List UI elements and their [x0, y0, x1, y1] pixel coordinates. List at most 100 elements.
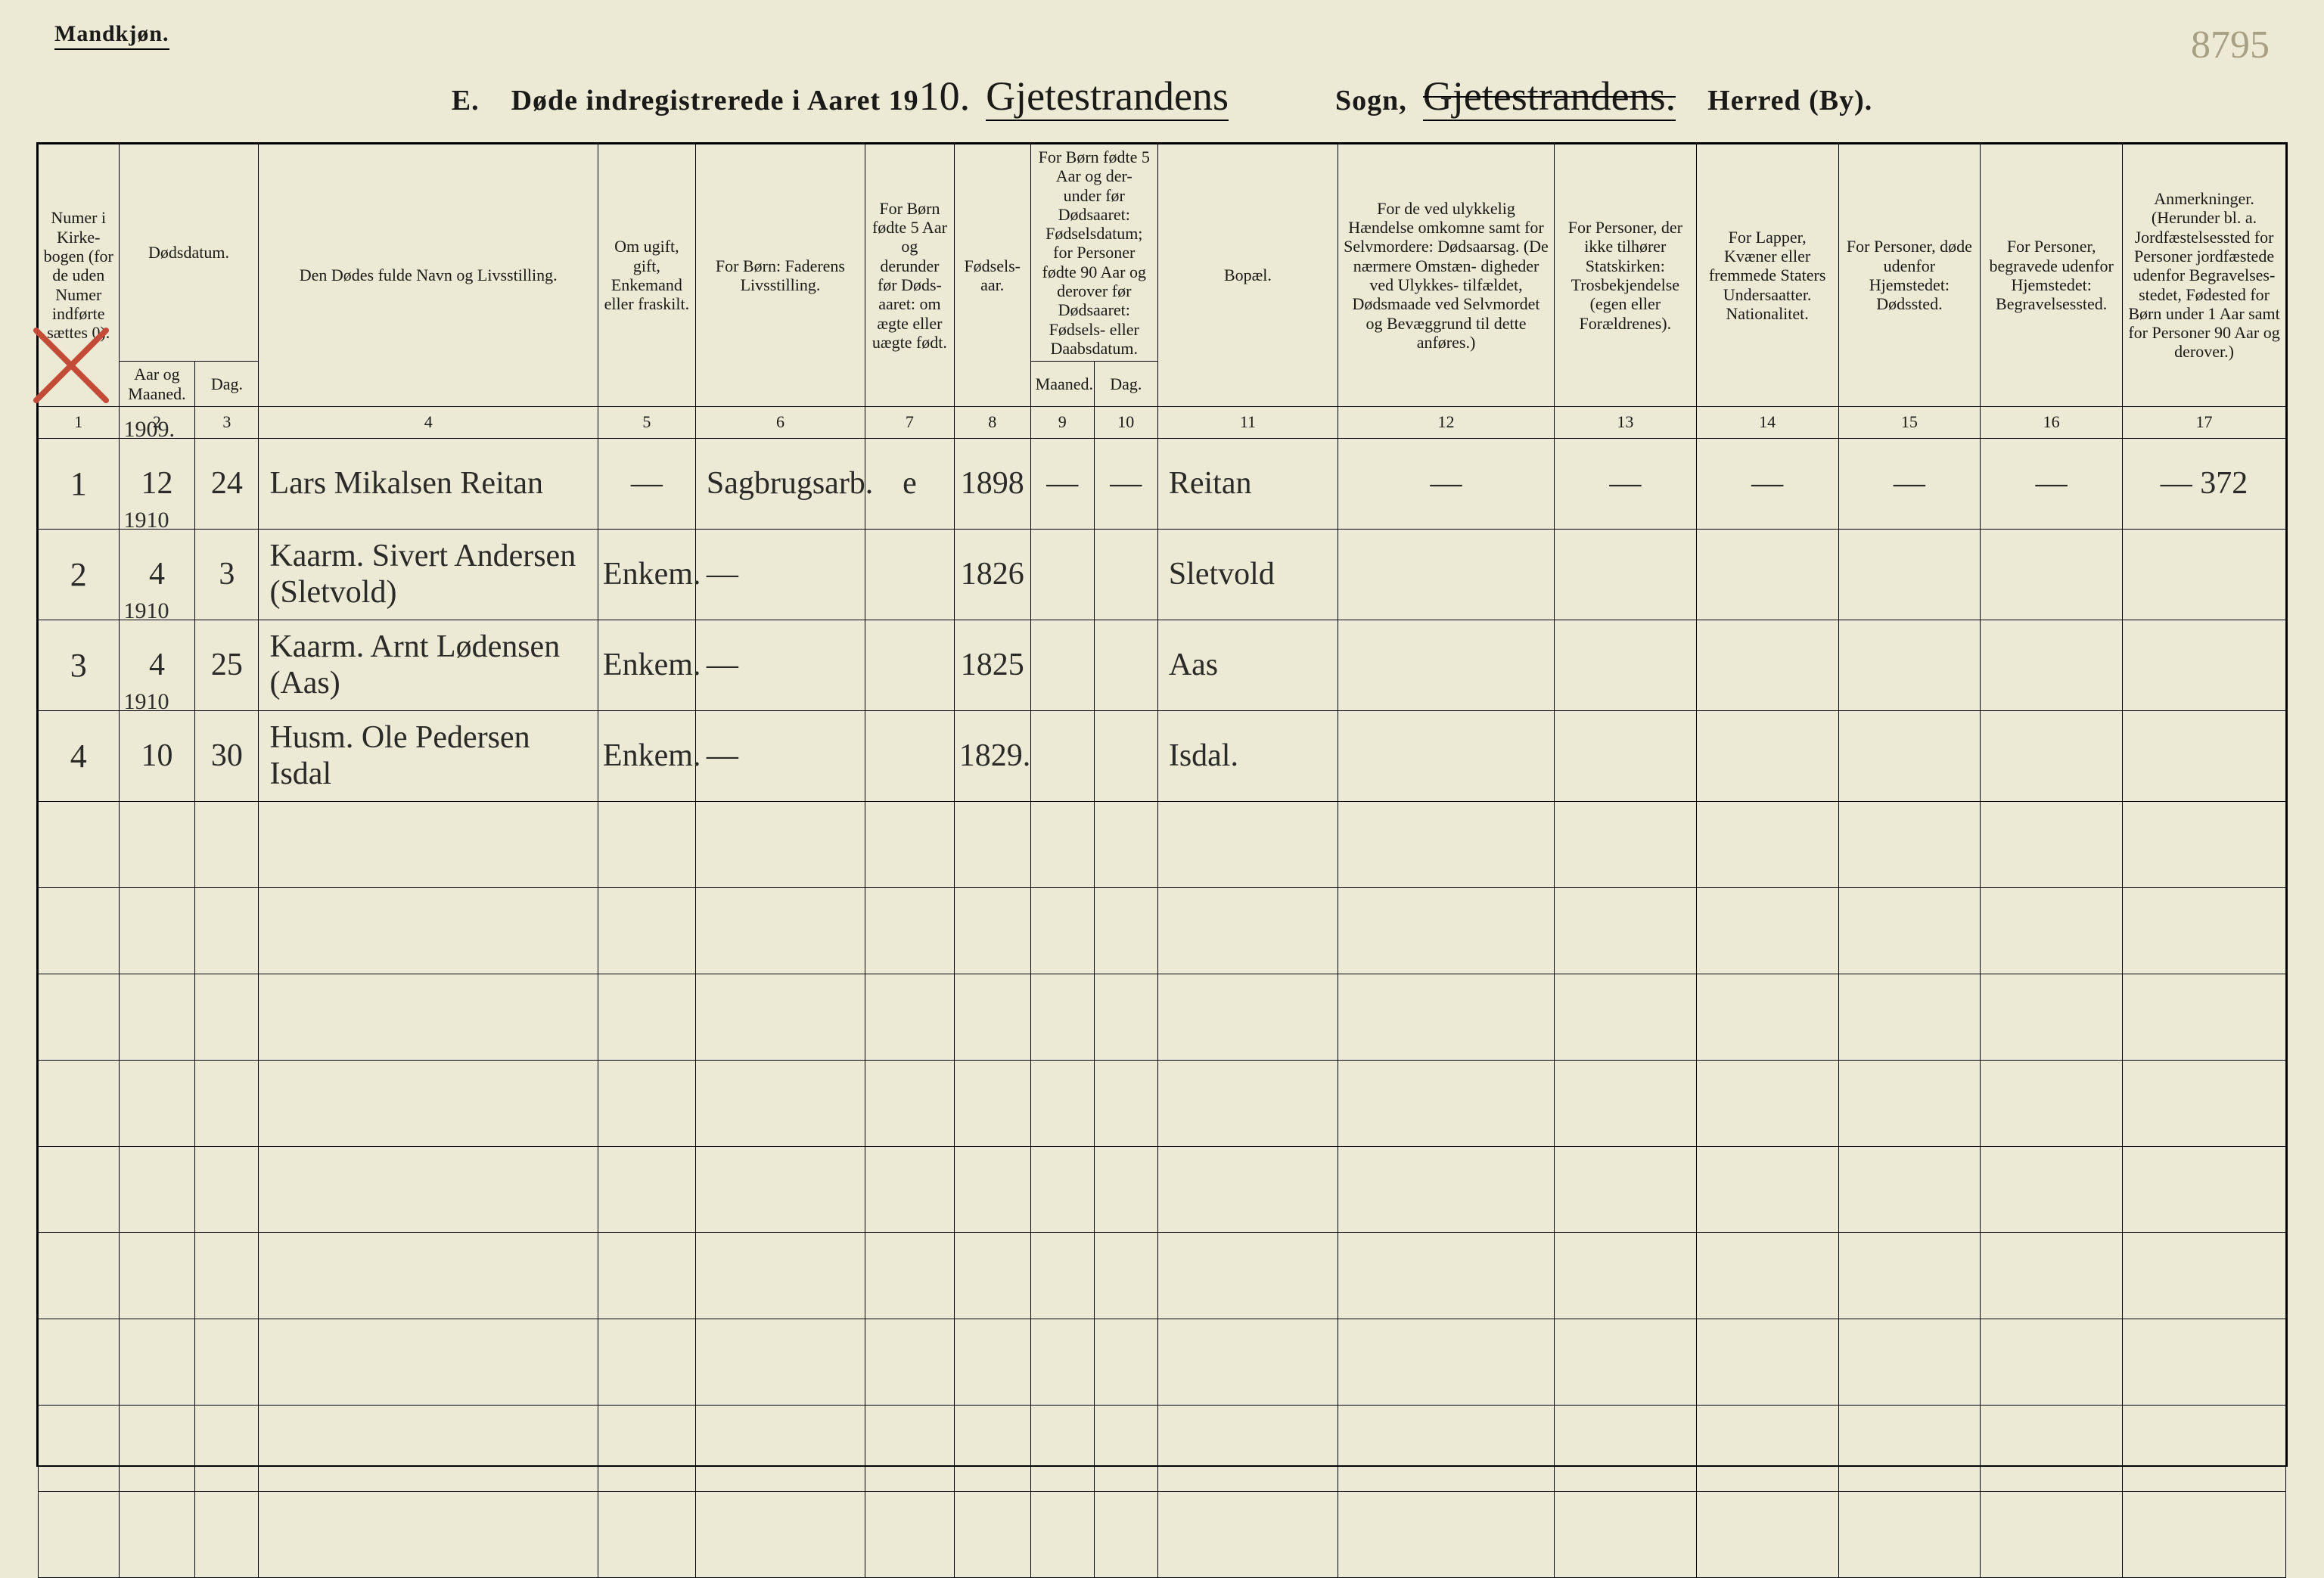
table-cell: [39, 887, 120, 974]
table-cell: Kaarm. Arnt Lødensen (Aas): [259, 620, 598, 710]
table-cell: —: [1981, 438, 2123, 529]
table-cell: [119, 1146, 195, 1232]
col-5-header: Om ugift, gift, Enkemand eller fraskilt.: [598, 144, 695, 407]
table-cell: [598, 801, 695, 887]
col-9-top-header: For Børn fødte 5 Aar og der- under før D…: [1030, 144, 1157, 362]
table-cell: [1030, 1491, 1094, 1577]
col-16-header: For Personer, begravede udenfor Hjemsted…: [1981, 144, 2123, 407]
table-cell: [1157, 1405, 1338, 1491]
colnum: 10: [1094, 406, 1157, 438]
table-cell: [39, 1232, 120, 1319]
table-cell: [119, 1319, 195, 1405]
table-cell: [1338, 1060, 1555, 1146]
table-cell: —: [695, 529, 865, 620]
table-cell: [259, 1491, 598, 1577]
table-cell: [195, 1405, 259, 1491]
header-year-handwritten: 10.: [919, 73, 971, 119]
col-12-header: For de ved ulykkelig Hændelse omkomne sa…: [1338, 144, 1555, 407]
table-cell: [39, 1319, 120, 1405]
colnum: 14: [1696, 406, 1838, 438]
table-cell: [1981, 801, 2123, 887]
col-2-top-header: Dødsdatum.: [119, 144, 259, 362]
register-table-wrapper: Numer i Kirke- bogen (for de uden Numer …: [36, 142, 2288, 1467]
table-cell: [1157, 1232, 1338, 1319]
table-cell: [1094, 974, 1157, 1060]
table-cell: [598, 974, 695, 1060]
table-row: 2191043Kaarm. Sivert Andersen (Sletvold)…: [39, 529, 2286, 620]
table-cell: [1030, 529, 1094, 620]
table-cell: [119, 974, 195, 1060]
table-cell: [695, 1146, 865, 1232]
table-cell: —: [598, 438, 695, 529]
table-cell: [954, 1319, 1030, 1405]
table-cell: [865, 1319, 955, 1405]
colnum: 12: [1338, 406, 1555, 438]
table-cell: [195, 1146, 259, 1232]
table-cell: [1981, 1319, 2123, 1405]
table-cell: [2123, 887, 2286, 974]
table-cell: [695, 1060, 865, 1146]
table-cell: [954, 1146, 1030, 1232]
table-cell: [865, 1405, 955, 1491]
table-cell: Lars Mikalsen Reitan: [259, 438, 598, 529]
table-cell: [119, 1405, 195, 1491]
colnum: 15: [1838, 406, 1981, 438]
table-cell: 191010: [119, 710, 195, 801]
table-cell: [259, 1060, 598, 1146]
table-row: [39, 1491, 2286, 1577]
col-6-header: For Børn: Faderens Livsstilling.: [695, 144, 865, 407]
table-cell: [598, 1146, 695, 1232]
colnum: 1: [39, 406, 120, 438]
table-cell: [1030, 1146, 1094, 1232]
table-cell: [865, 801, 955, 887]
col-4-header: Den Dødes fulde Navn og Livsstilling.: [259, 144, 598, 407]
table-cell: [2123, 1319, 2286, 1405]
table-cell: [1094, 529, 1157, 620]
table-cell: [1030, 801, 1094, 887]
table-row: [39, 801, 2286, 887]
table-cell: [1030, 887, 1094, 974]
table-row: [39, 974, 2286, 1060]
table-cell: —: [1094, 438, 1157, 529]
table-cell: 4: [39, 710, 120, 801]
table-cell: [865, 710, 955, 801]
col-2b-header: Dag.: [195, 362, 259, 407]
table-cell: [1981, 620, 2123, 710]
page-number-handwritten: 8795: [2191, 23, 2270, 67]
header-sogn-handwritten: Gjetestrandens: [986, 73, 1229, 121]
table-cell: [1030, 974, 1094, 1060]
header-herred-handwritten: Gjetestrandens.: [1423, 73, 1676, 121]
table-cell: [865, 1060, 955, 1146]
table-cell: [39, 1146, 120, 1232]
table-cell: [598, 1060, 695, 1146]
header-herred-label: Herred (By).: [1707, 85, 1872, 116]
table-cell: [1838, 620, 1981, 710]
page-header: E. Døde indregistrerede i Aaret 1910. Gj…: [18, 73, 2306, 121]
table-cell: Enkem.: [598, 710, 695, 801]
table-cell: [1338, 620, 1555, 710]
table-cell: [1338, 1232, 1555, 1319]
table-cell: [1696, 1232, 1838, 1319]
table-cell: [1981, 1146, 2123, 1232]
colnum: 6: [695, 406, 865, 438]
header-section-letter: E.: [452, 85, 480, 116]
table-cell: —: [695, 710, 865, 801]
table-cell: [1030, 1319, 1094, 1405]
table-cell: [1338, 710, 1555, 801]
table-cell: [1094, 1405, 1157, 1491]
table-cell: [259, 1405, 598, 1491]
table-cell: [195, 1232, 259, 1319]
table-cell: [1094, 1491, 1157, 1577]
table-cell: [1338, 801, 1555, 887]
table-cell: [954, 887, 1030, 974]
table-cell: [1838, 1491, 1981, 1577]
col-15-header: For Personer, døde udenfor Hjemstedet: D…: [1838, 144, 1981, 407]
table-cell: —: [1338, 438, 1555, 529]
table-cell: [1981, 1232, 2123, 1319]
table-cell: [1696, 620, 1838, 710]
table-cell: [195, 887, 259, 974]
table-cell: [954, 801, 1030, 887]
table-row: [39, 887, 2286, 974]
col-1-header: Numer i Kirke- bogen (for de uden Numer …: [39, 144, 120, 407]
table-cell: [259, 1146, 598, 1232]
